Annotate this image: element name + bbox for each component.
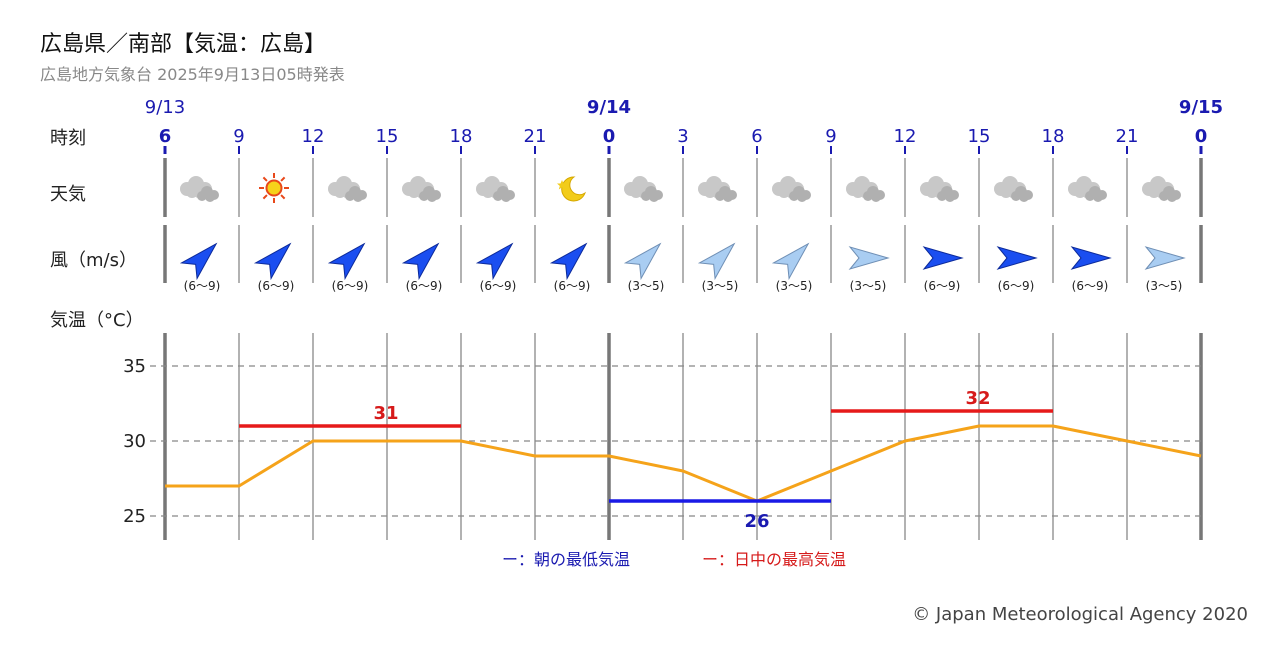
wind-arrow-icon [848,246,890,270]
wind-arrow-icon [1070,246,1112,270]
copyright-credit: © Japan Meteorological Agency 2020 [912,604,1248,625]
wind-arrow-icon [327,242,366,281]
sun-icon [259,173,289,203]
legend-max-temp: ー：日中の最高気温 [702,550,847,569]
cloud-icon [328,176,367,202]
wind-speed-label: (6〜9) [480,279,517,293]
date-label: 9/13 [145,97,185,118]
wind-arrow-icon [697,242,736,281]
hour-tick-label: 3 [677,126,688,147]
wind-arrow-icon [623,242,662,281]
hour-tick-label: 18 [1042,126,1065,147]
hour-tick-label: 9 [233,126,244,147]
legend-min-temp: ー：朝の最低気温 [502,550,631,569]
moon-icon [557,176,586,202]
cloud-icon [1142,176,1181,202]
hour-tick-label: 0 [1195,126,1208,147]
cloud-icon [180,176,219,202]
y-tick-label: 25 [123,506,146,527]
hour-tick-label: 15 [376,126,399,147]
wind-arrow-icon [1144,246,1186,270]
date-label: 9/15 [1179,97,1223,118]
wind-arrow-icon [996,246,1038,270]
wind-speed-label: (6〜9) [924,279,961,293]
issued-subtitle: 広島地方気象台 2025年9月13日05時発表 [40,65,345,84]
wind-arrow-icon [475,242,514,281]
wind-speed-label: (6〜9) [406,279,443,293]
wind-arrow-icon [922,246,964,270]
wind-row-label: 風（m/s） [50,250,137,271]
y-tick-label: 35 [123,356,146,377]
wind-arrow-icon [253,242,292,281]
wind-arrow-icon [771,242,810,281]
cloud-icon [402,176,441,202]
wind-speed-label: (3〜5) [702,279,739,293]
max-temp-label: 31 [373,403,398,424]
cloud-icon [846,176,885,202]
cloud-icon [1068,176,1107,202]
wind-speed-label: (6〜9) [554,279,591,293]
wind-arrow-icon [401,242,440,281]
hour-tick-label: 12 [894,126,917,147]
cloud-icon [920,176,959,202]
page-title: 広島県／南部【気温：広島】 [40,32,327,57]
hour-tick-label: 18 [450,126,473,147]
wind-speed-label: (3〜5) [776,279,813,293]
wind-speed-label: (3〜5) [628,279,665,293]
wind-speed-label: (3〜5) [1146,279,1183,293]
cloud-icon [772,176,811,202]
hour-tick-label: 21 [1116,126,1139,147]
cloud-icon [994,176,1033,202]
y-tick-label: 30 [123,431,146,452]
cloud-icon [624,176,663,202]
hour-tick-label: 9 [825,126,836,147]
wind-speed-label: (6〜9) [998,279,1035,293]
min-temp-label: 26 [744,511,769,532]
wind-speed-label: (6〜9) [1072,279,1109,293]
hour-tick-label: 0 [603,126,616,147]
weather-row-label: 天気 [50,184,86,205]
time-row-label: 時刻 [50,128,86,149]
max-temp-label: 32 [965,388,990,409]
date-label: 9/14 [587,97,631,118]
hour-tick-label: 15 [968,126,991,147]
cloud-icon [476,176,515,202]
hour-tick-label: 6 [751,126,762,147]
temp-row-label: 気温（°C） [50,310,144,331]
hour-tick-label: 12 [302,126,325,147]
wind-speed-label: (3〜5) [850,279,887,293]
temperature-series-line [165,424,1202,503]
wind-arrow-icon [179,242,218,281]
wind-speed-label: (6〜9) [332,279,369,293]
hour-tick-label: 6 [159,126,172,147]
wind-arrow-icon [549,242,588,281]
wind-speed-label: (6〜9) [184,279,221,293]
wind-speed-label: (6〜9) [258,279,295,293]
cloud-icon [698,176,737,202]
hour-tick-label: 21 [524,126,547,147]
